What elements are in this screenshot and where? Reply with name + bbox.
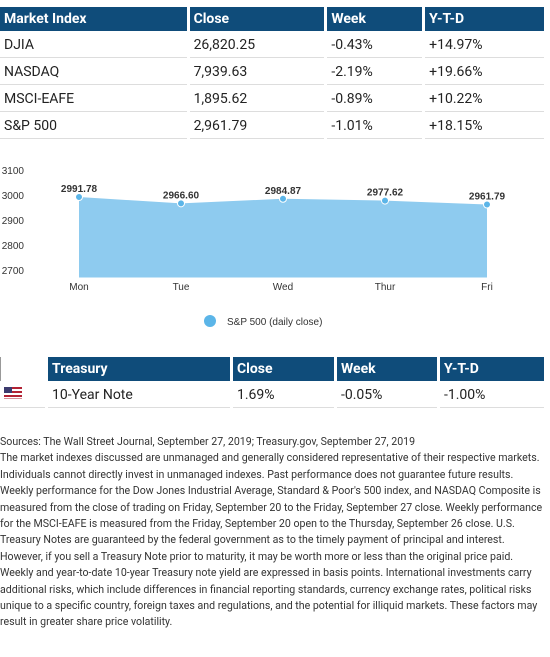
header-cell: Market Index	[0, 7, 187, 31]
cell: -0.89%	[327, 87, 423, 112]
row: MSCI-EAFE 1,895.62 -0.89% +10.22%	[0, 87, 544, 112]
cell: DJIA	[0, 33, 187, 58]
data-label: 2991.78	[61, 184, 98, 195]
legend-marker	[204, 315, 216, 327]
y-tick-label: 3000	[2, 191, 25, 202]
cell: +18.15%	[425, 114, 544, 139]
y-tick-label: 2800	[2, 241, 25, 252]
header-cell: Y-T-D	[440, 357, 544, 381]
point	[483, 200, 491, 209]
market-table: Market Index Close Week Y-T-D DJIA 26,820.25-…	[0, 5, 547, 141]
row: 10-Year Note 1.69% -0.05% -1.00%	[0, 383, 544, 408]
cell: +14.97%	[425, 33, 544, 58]
header-cell: Treasury	[48, 357, 230, 381]
note: Sources: The Wall Street Journal, Septem…	[0, 435, 416, 448]
cell: +19.66%	[425, 60, 544, 85]
x-tick-label: Wed	[273, 282, 293, 293]
row: S&P 500 2,961.79 -1.01% +18.15%	[0, 114, 544, 139]
us-flag	[4, 387, 22, 399]
chart: 2700 2800 2900 3000 3100 2991.78 Mon 2966.60 Tue…	[2, 166, 506, 328]
data-label: 2961.79	[469, 192, 506, 203]
cell: NASDAQ	[0, 60, 187, 85]
data-label: 2984.87	[265, 186, 302, 197]
cell: 1.69%	[233, 383, 334, 408]
point	[75, 193, 83, 202]
x-tick-label: Mon	[69, 282, 88, 293]
x-tick-label: Fri	[481, 282, 493, 293]
x-tick-label: Tue	[173, 282, 190, 293]
notes: Sources: The Wall Street Journal, Septem…	[0, 434, 548, 631]
cell: 1,895.62	[189, 87, 325, 112]
y-tick-label: 2900	[2, 216, 25, 227]
cell: 7,939.63	[189, 60, 325, 85]
cell: 10-Year Note	[48, 383, 230, 408]
legend-label: S&P 500 (daily close)	[227, 317, 322, 328]
row: NASDAQ 7,939.63 -2.19% +19.66%	[0, 60, 544, 85]
header-cell: Close	[233, 357, 334, 381]
treasury-table: Treasury Close Week Y-T-D 10-Year Note 1.69% -…	[0, 355, 547, 410]
cell: -0.43%	[327, 33, 423, 58]
cell: +10.22%	[425, 87, 544, 112]
cell: 2,961.79	[189, 114, 325, 139]
cell: -2.19%	[327, 60, 423, 85]
cell: 26,820.25	[189, 33, 325, 58]
header-cell	[0, 357, 45, 381]
area	[79, 197, 487, 278]
note: The market indexes discussed are unmanag…	[0, 451, 543, 629]
row: DJIA 26,820.25 -0.43% +14.97%	[0, 33, 544, 58]
point	[279, 194, 287, 203]
data-label: 2977.62	[367, 188, 404, 199]
cell: MSCI-EAFE	[0, 87, 187, 112]
cell: -1.00%	[440, 383, 544, 408]
flag-cell	[0, 383, 45, 408]
point	[177, 199, 185, 208]
y-tick-label: 3100	[2, 166, 25, 177]
header-cell: Y-T-D	[425, 7, 544, 31]
data-label: 2966.60	[163, 190, 200, 201]
cell: -0.05%	[337, 383, 437, 408]
header-cell: Close	[189, 7, 325, 31]
cell: S&P 500	[0, 114, 187, 139]
x-tick-label: Thur	[375, 282, 396, 293]
cell: -1.01%	[327, 114, 423, 139]
header-cell: Week	[327, 7, 423, 31]
header-cell: Week	[337, 357, 437, 381]
y-tick-label: 2700	[2, 266, 25, 277]
point	[381, 196, 389, 205]
